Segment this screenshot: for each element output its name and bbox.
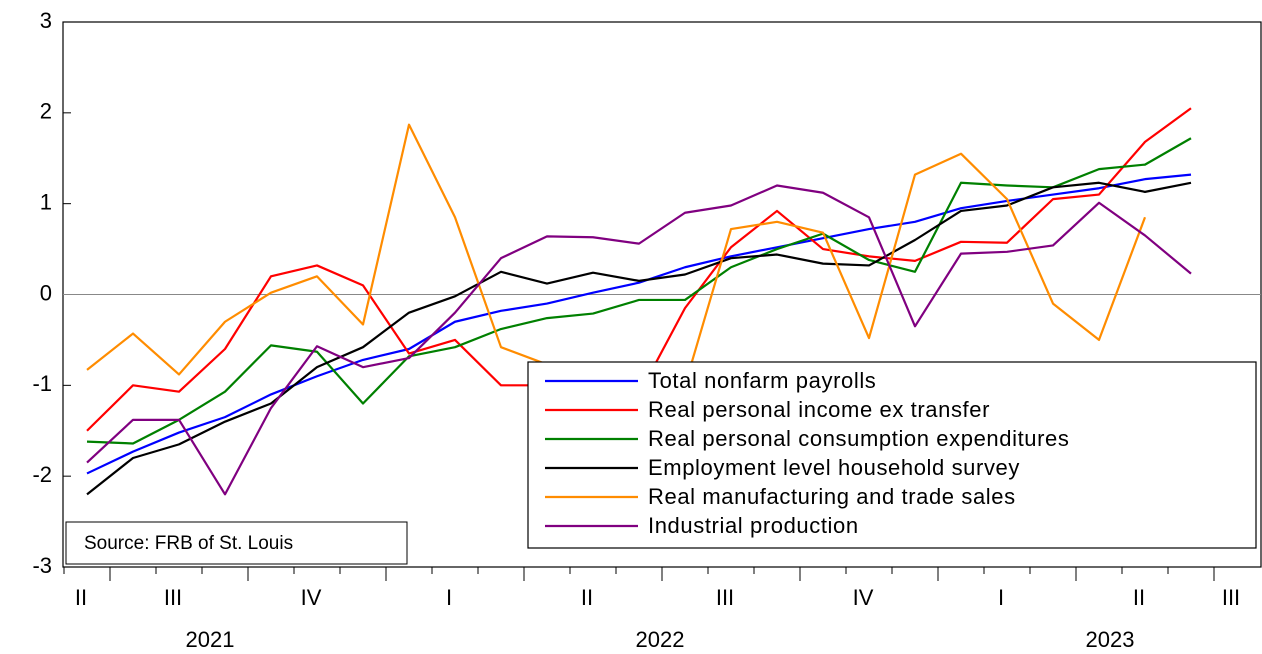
x-tick-label: I — [998, 585, 1004, 610]
x-tick-label: II — [581, 585, 593, 610]
x-tick-label: II — [1133, 585, 1145, 610]
y-tick-label: 3 — [40, 8, 52, 33]
y-tick-label: -3 — [32, 553, 52, 578]
legend-label: Employment level household survey — [648, 455, 1020, 480]
series-line — [86, 184, 1192, 496]
x-tick-label: III — [716, 585, 734, 610]
source-box — [65, 521, 408, 565]
series-line — [86, 181, 1192, 496]
x-tick-label: IV — [301, 585, 322, 610]
x-tick-label: I — [446, 585, 452, 610]
y-tick-label: -2 — [32, 462, 52, 487]
legend-label: Industrial production — [648, 513, 859, 538]
legend-label: Real manufacturing and trade sales — [648, 484, 1016, 509]
year-label: 2023 — [1086, 627, 1135, 652]
y-tick-label: -1 — [32, 371, 52, 396]
source-note: Source: FRB of St. Louis — [84, 533, 293, 554]
year-label: 2021 — [186, 627, 235, 652]
y-tick-label: 1 — [40, 189, 52, 214]
x-tick-label: III — [1222, 585, 1240, 610]
legend-label: Total nonfarm payrolls — [648, 368, 876, 393]
y-tick-label: 2 — [40, 99, 52, 124]
x-tick-label: IV — [853, 585, 874, 610]
series-line — [86, 137, 1192, 445]
legend-label: Real personal income ex transfer — [648, 397, 990, 422]
legend-box — [527, 361, 1257, 549]
legend-label: Real personal consumption expenditures — [648, 426, 1070, 451]
legend: Total nonfarm payrolls Real personal inco… — [527, 361, 1257, 549]
x-tick-label: II — [75, 585, 87, 610]
x-tick-label: III — [164, 585, 182, 610]
y-tick-label: 0 — [40, 280, 52, 305]
year-label: 2022 — [636, 627, 685, 652]
